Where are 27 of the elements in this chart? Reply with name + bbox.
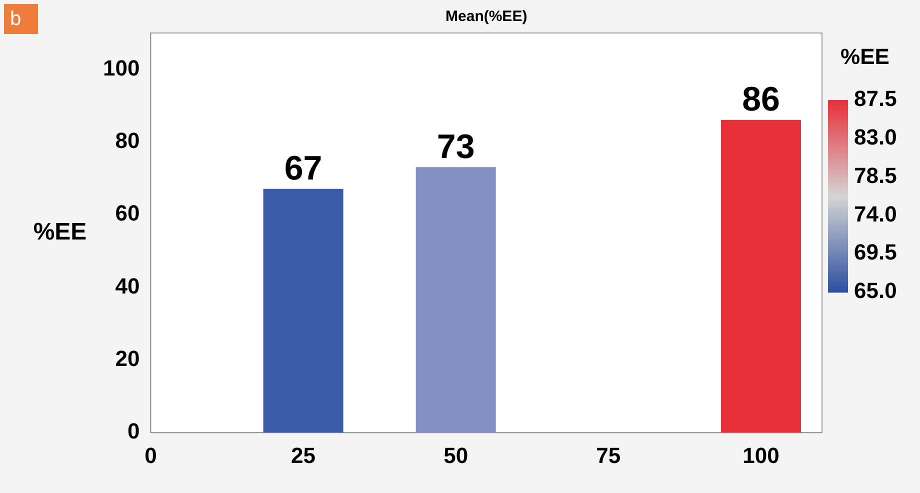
- color-bar-label: 87.5: [854, 86, 897, 112]
- x-tick-label: 0: [144, 442, 157, 468]
- y-tick-label: 40: [115, 273, 140, 298]
- x-tick-label: 50: [444, 442, 468, 468]
- x-tick-label: 25: [291, 442, 316, 468]
- color-bar-label: 83.0: [854, 124, 897, 150]
- bar: [263, 188, 344, 433]
- data-label: 73: [436, 128, 475, 166]
- y-tick-label: 80: [115, 128, 140, 154]
- y-tick-label: 100: [102, 55, 140, 80]
- y-tick-label: 20: [115, 346, 140, 372]
- y-tick-label: 0: [127, 418, 140, 444]
- bar: [416, 167, 496, 433]
- data-label: 86: [742, 80, 780, 119]
- color-bar-label: 74.0: [854, 201, 897, 226]
- x-tick-label: 75: [596, 442, 621, 468]
- text: b: [4, 4, 38, 34]
- color-bar-label: 65.0: [854, 278, 897, 304]
- color-bar-label: 69.5: [854, 240, 897, 265]
- color-bar-title: %EE: [840, 44, 890, 70]
- data-label: 67: [284, 150, 322, 188]
- color-bar-label: 78.5: [854, 162, 897, 188]
- chart-title: Mean(%EE): [446, 8, 528, 26]
- bar: [720, 120, 801, 433]
- y-axis-title: %EE: [33, 218, 87, 246]
- y-tick-label: 60: [115, 200, 140, 226]
- x-tick-label: 100: [742, 442, 780, 468]
